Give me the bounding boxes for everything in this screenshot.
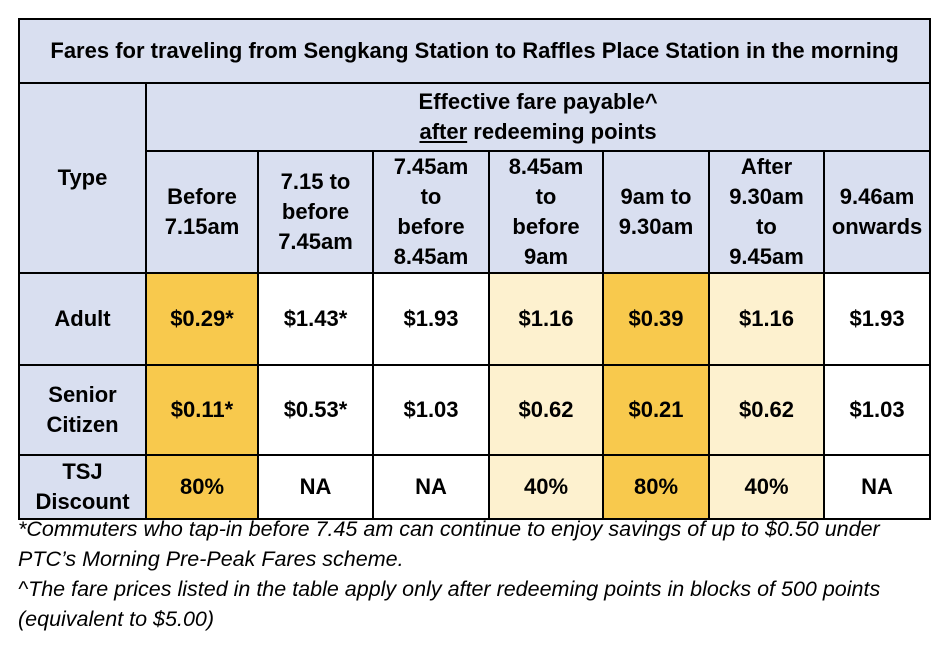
fare-cell: $1.93 bbox=[822, 272, 932, 366]
discount-cell: 40% bbox=[488, 454, 604, 520]
fare-cell: $1.03 bbox=[822, 364, 932, 456]
discount-cell: 80% bbox=[145, 454, 259, 520]
column-header-930-to-945: After 9.30am to 9.45am bbox=[708, 150, 825, 274]
fare-cell: $1.16 bbox=[708, 272, 825, 366]
table-row-tsj-discount: TSJ Discount 80% NA NA 40% 80% 40% NA bbox=[18, 454, 932, 520]
fare-cell: $0.62 bbox=[708, 364, 825, 456]
column-header-745-to-845: 7.45am to before 8.45am bbox=[372, 150, 490, 274]
discount-cell: 40% bbox=[708, 454, 825, 520]
effective-fare-header: Effective fare payable^ after redeeming … bbox=[144, 82, 932, 152]
table-row-senior-citizen: Senior Citizen $0.11* $0.53* $1.03 $0.62… bbox=[18, 364, 932, 456]
redeeming-points-text: redeeming points bbox=[467, 119, 657, 144]
discount-cell: 80% bbox=[602, 454, 710, 520]
table-row-adult: Adult $0.29* $1.43* $1.93 $1.16 $0.39 $1… bbox=[18, 272, 932, 366]
fare-cell: $1.16 bbox=[488, 272, 604, 366]
column-header-9-to-930: 9am to 9.30am bbox=[602, 150, 710, 274]
fare-cell: $0.21 bbox=[602, 364, 710, 456]
fare-cell: $0.62 bbox=[488, 364, 604, 456]
column-header-946-onwards: 9.46am onwards bbox=[822, 150, 932, 274]
footnote-caret: ^The fare prices listed in the table app… bbox=[18, 577, 881, 631]
fares-table: Fares for traveling from Sengkang Statio… bbox=[17, 18, 932, 520]
discount-cell: NA bbox=[372, 454, 490, 520]
fare-cell: $0.29* bbox=[145, 272, 259, 366]
effective-fare-line2: after redeeming points bbox=[151, 117, 925, 147]
column-header-715-to-745: 7.15 to before 7.45am bbox=[257, 150, 374, 274]
discount-cell: NA bbox=[822, 454, 932, 520]
fare-cell: $1.03 bbox=[372, 364, 490, 456]
footnotes: *Commuters who tap-in before 7.45 am can… bbox=[18, 514, 933, 634]
fare-cell: $0.39 bbox=[602, 272, 710, 366]
table-title: Fares for traveling from Sengkang Statio… bbox=[17, 18, 932, 84]
discount-cell: NA bbox=[257, 454, 374, 520]
after-underlined-word: after bbox=[419, 119, 468, 144]
effective-fare-line1: Effective fare payable^ bbox=[418, 89, 658, 114]
fare-cell: $0.11* bbox=[145, 364, 259, 456]
column-header-before-715: Before 7.15am bbox=[145, 150, 259, 274]
column-header-845-to-9: 8.45am to before 9am bbox=[488, 150, 604, 274]
row-label-tsj-discount: TSJ Discount bbox=[18, 454, 147, 520]
fare-cell: $0.53* bbox=[257, 364, 374, 456]
fare-cell: $1.43* bbox=[257, 272, 374, 366]
row-label-senior-citizen: Senior Citizen bbox=[18, 364, 147, 456]
footnote-asterisk: *Commuters who tap-in before 7.45 am can… bbox=[18, 517, 880, 571]
fare-cell: $1.93 bbox=[372, 272, 490, 366]
row-label-adult: Adult bbox=[18, 272, 147, 366]
type-header: Type bbox=[18, 82, 147, 274]
